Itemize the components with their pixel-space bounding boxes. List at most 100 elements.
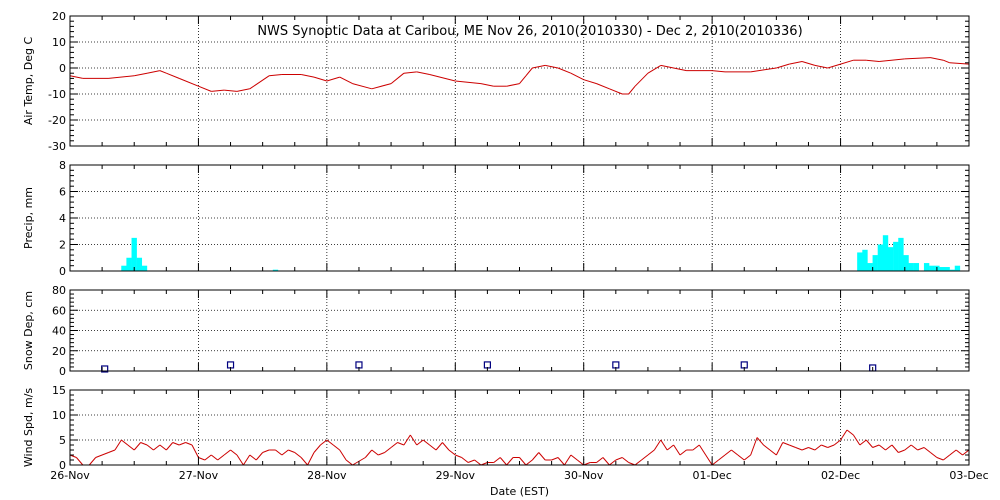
axes-frame [69, 289, 970, 372]
line-segment [339, 449, 347, 461]
y-tick-label: 20 [52, 345, 66, 358]
line-segment [153, 444, 161, 451]
line-segment [833, 439, 841, 446]
line-segment [185, 442, 193, 446]
line-segment [474, 459, 482, 466]
precip-bar [141, 265, 148, 271]
line-segment [198, 457, 206, 461]
line-segment [705, 454, 713, 466]
line-segment [930, 452, 938, 458]
line-segment [596, 457, 604, 463]
line-segment [365, 449, 373, 458]
line-segment [525, 67, 533, 77]
line-segment [217, 454, 225, 461]
line-segment [821, 444, 828, 448]
line-segment [210, 454, 219, 461]
x-tick-label: 01-Dec [693, 469, 732, 482]
line-segment [172, 442, 180, 446]
line-segment [943, 454, 951, 461]
line-segment [596, 83, 610, 90]
line-segment [198, 85, 212, 92]
y-tick-label: 2 [59, 239, 66, 252]
line-segment [602, 457, 610, 466]
line-segment [846, 429, 854, 436]
line-segment [583, 79, 597, 85]
precip-bar [898, 237, 904, 271]
precip-bar [857, 252, 863, 271]
line-segment [275, 449, 283, 456]
precip-bar [136, 257, 143, 271]
line-segment [653, 439, 662, 451]
line-segment [782, 442, 790, 446]
x-tick-label: 29-Nov [436, 469, 476, 482]
line-segment [564, 454, 572, 466]
line-segment [904, 57, 931, 60]
line-segment [789, 61, 803, 65]
line-segment [294, 452, 302, 458]
precip-bar [867, 263, 873, 271]
line-segment [461, 457, 469, 463]
precip-bar [872, 255, 878, 271]
line-segment [422, 439, 430, 446]
line-segment [763, 444, 771, 451]
precip-bar [903, 255, 909, 271]
line-segment [326, 76, 340, 82]
line-segment [159, 444, 167, 451]
line-segment [281, 449, 289, 456]
line-segment [301, 74, 315, 78]
y-tick-label: 0 [59, 62, 66, 75]
line-segment [242, 454, 251, 466]
line-segment [712, 70, 726, 73]
y-axis-label: Wind Spd, m/s [22, 388, 35, 468]
line-segment [345, 459, 353, 466]
line-segment [371, 83, 392, 90]
line-segment [236, 88, 250, 92]
line-segment [840, 429, 848, 441]
line-segment [917, 447, 925, 451]
line-segment [506, 83, 520, 87]
line-segment [416, 71, 430, 75]
line-segment [249, 75, 270, 90]
precip-bar [862, 249, 868, 271]
precip-bar [877, 244, 884, 271]
y-tick-label: 40 [52, 325, 66, 338]
line-segment [230, 449, 238, 456]
line-segment [641, 454, 649, 461]
line-segment [223, 449, 231, 456]
line-segment [178, 77, 199, 87]
line-segment [403, 434, 411, 446]
line-segment [429, 74, 456, 82]
line-segment [448, 449, 456, 456]
line-segment [756, 437, 764, 446]
precip-bar [949, 269, 955, 271]
line-segment [698, 444, 707, 456]
line-segment [827, 444, 835, 448]
line-segment [750, 67, 777, 73]
line-segment [724, 449, 732, 456]
line-segment [557, 67, 572, 74]
line-segment [885, 444, 893, 451]
x-axis-label: Date (EST) [490, 485, 549, 498]
line-segment [320, 439, 328, 446]
line-segment [519, 75, 527, 84]
y-tick-label: 15 [52, 384, 66, 397]
y-tick-label: 6 [59, 186, 66, 199]
panel-3: 80 60 40 20 0 Snow Dep, cm [22, 284, 970, 378]
line-segment [307, 452, 315, 466]
line-segment [133, 442, 142, 451]
line-segment [769, 449, 777, 456]
precip-bar [126, 257, 132, 271]
line-segment [750, 437, 758, 456]
axes-frame [69, 164, 970, 272]
line-segment [538, 452, 546, 461]
precip-bar [913, 263, 920, 271]
line-segment [204, 454, 212, 461]
line-segment [146, 444, 154, 451]
line-segment [236, 454, 244, 466]
line-segment [647, 64, 662, 74]
precip-bar [939, 267, 945, 271]
line-segment [808, 447, 816, 451]
line-segment [88, 457, 97, 466]
line-segment [371, 449, 379, 456]
